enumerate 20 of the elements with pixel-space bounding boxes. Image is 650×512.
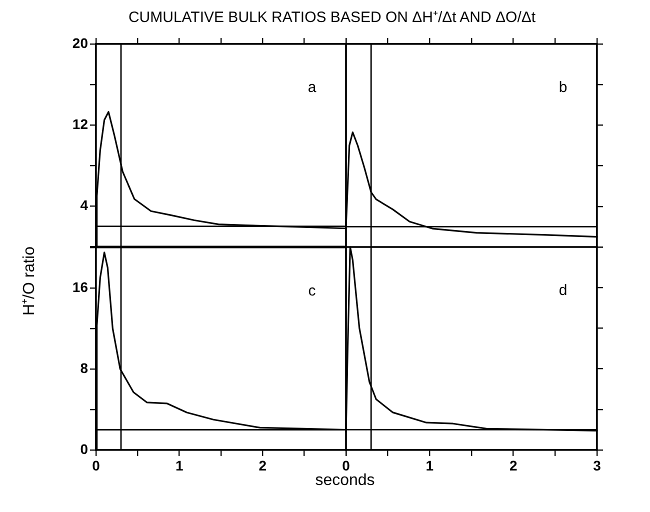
x-tick-label: 2 bbox=[509, 457, 518, 474]
annotation: b bbox=[558, 79, 568, 96]
x-tick-label: 0 bbox=[92, 457, 100, 474]
x-tick-label: 1 bbox=[426, 457, 434, 474]
annotation: a bbox=[308, 79, 317, 96]
y-tick-label: 16 bbox=[72, 278, 88, 295]
x-tick-label: 2 bbox=[258, 457, 267, 474]
x-tick-label: 0 bbox=[342, 457, 350, 474]
chart-title: CUMULATIVE BULK RATIOS BASED ON ΔH⁺/Δt AND ΔO/Δt bbox=[127, 8, 537, 26]
y-tick-label: 8 bbox=[80, 360, 88, 376]
y-tick-label: 20 bbox=[72, 34, 88, 51]
y-tick-label: 12 bbox=[72, 116, 88, 132]
x-axis-title: seconds bbox=[314, 472, 376, 490]
y-tick-label: 4 bbox=[80, 196, 88, 213]
y-tick-label: 0 bbox=[80, 440, 88, 457]
y-axis-title: H⁺/O ratio bbox=[20, 246, 39, 318]
x-tick-label: 1 bbox=[175, 457, 184, 474]
annotation: c bbox=[308, 282, 316, 300]
x-tick-label: 3 bbox=[593, 457, 602, 474]
annotation: d bbox=[558, 282, 568, 300]
